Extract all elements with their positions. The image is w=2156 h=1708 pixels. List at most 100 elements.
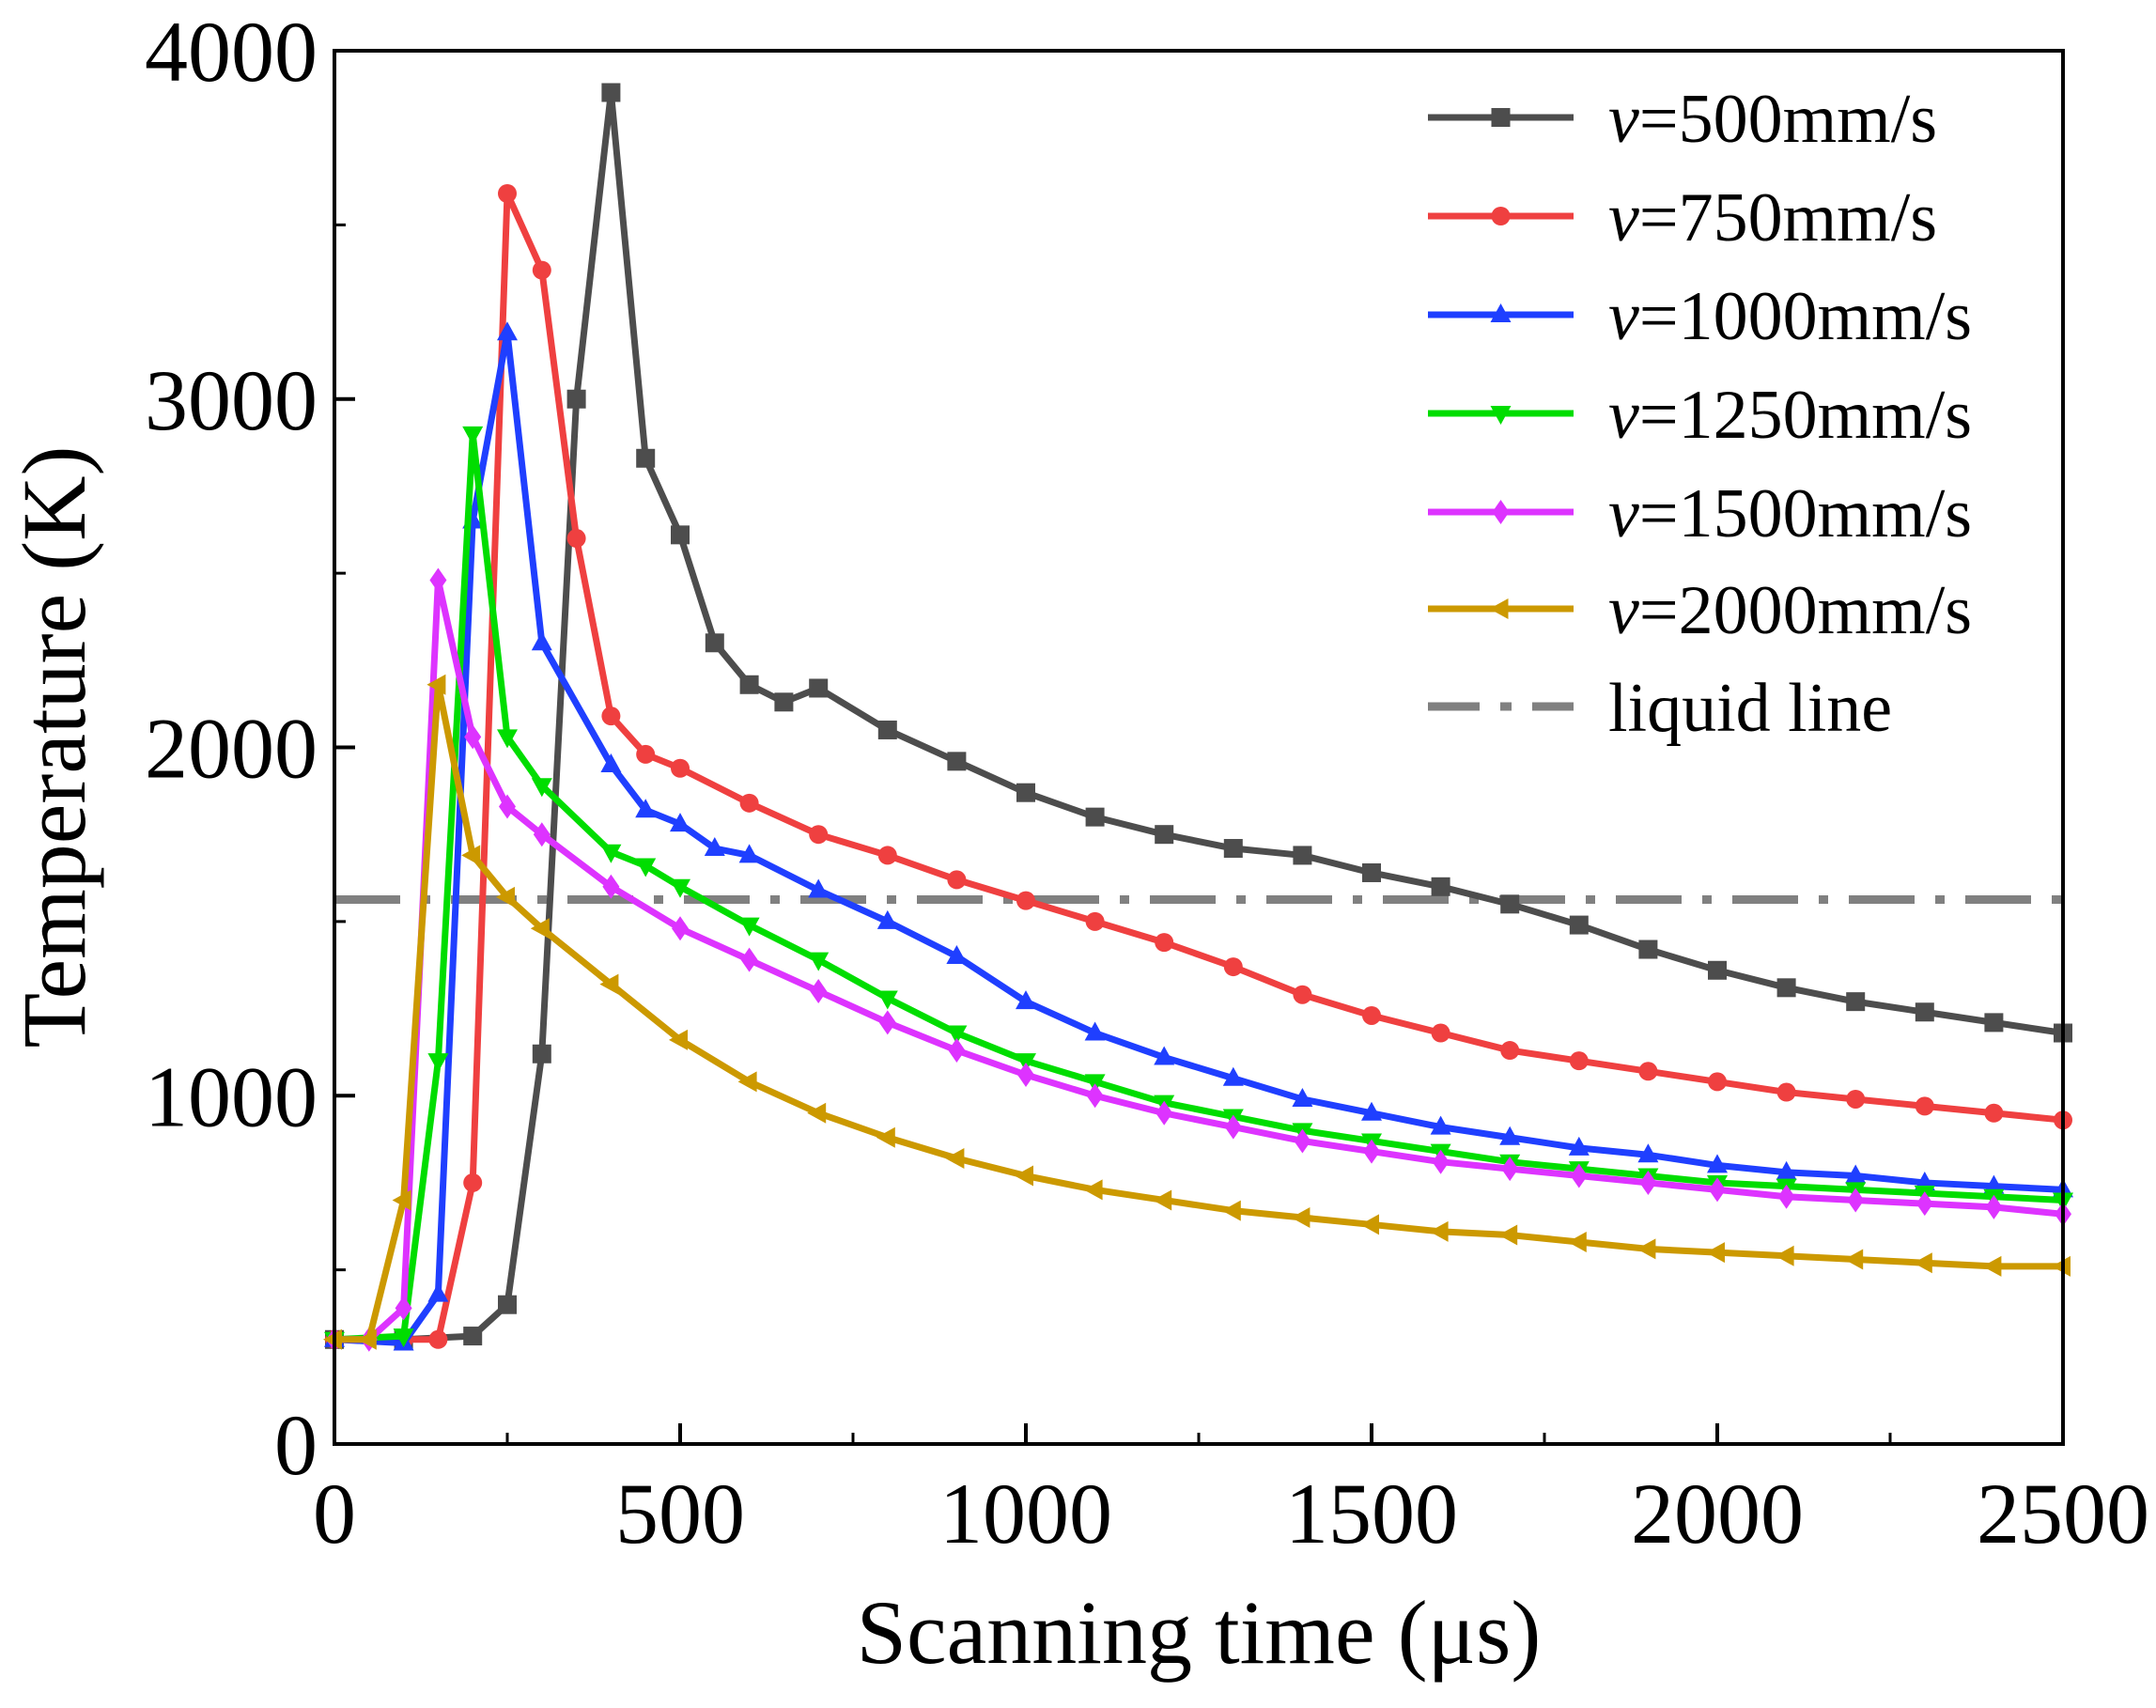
data-point xyxy=(1224,1114,1242,1140)
data-point xyxy=(463,1172,483,1192)
legend-label: v=750mm/s xyxy=(1608,179,1937,256)
data-point xyxy=(948,1038,966,1064)
data-point xyxy=(1491,207,1511,225)
data-point xyxy=(602,874,620,899)
x-tick-label: 1500 xyxy=(1285,1466,1458,1561)
data-point xyxy=(774,692,794,712)
data-point xyxy=(357,1328,377,1350)
data-point xyxy=(878,1010,896,1035)
data-point xyxy=(1916,1191,1933,1217)
data-point xyxy=(600,753,622,773)
series-line xyxy=(333,329,2064,1346)
data-point xyxy=(808,952,830,971)
data-point xyxy=(1708,1072,1727,1092)
data-point xyxy=(1776,1082,1796,1102)
data-point xyxy=(531,778,552,798)
data-point xyxy=(737,1071,757,1093)
data-point xyxy=(945,1147,965,1169)
data-point xyxy=(1430,1115,1451,1135)
data-point xyxy=(1016,990,1036,1010)
data-point xyxy=(1639,1170,1657,1195)
data-point xyxy=(636,448,656,468)
data-point xyxy=(599,973,619,995)
data-point xyxy=(1490,406,1512,425)
data-point xyxy=(1155,825,1174,845)
data-point xyxy=(670,813,690,832)
series-line xyxy=(334,190,2064,1343)
y-axis-title: Temperature (K) xyxy=(4,446,104,1048)
data-point xyxy=(461,845,481,866)
data-point xyxy=(1016,891,1035,910)
x-tick-label: 2500 xyxy=(1977,1466,2149,1561)
data-point xyxy=(1490,303,1512,322)
series-2000 xyxy=(323,674,2071,1350)
data-point xyxy=(1915,1096,1934,1116)
data-point xyxy=(499,794,516,819)
legend-item: v=1000mm/s xyxy=(1428,278,1972,355)
data-point xyxy=(877,720,897,739)
data-point xyxy=(427,674,446,695)
data-point xyxy=(876,990,898,1010)
data-point xyxy=(1223,957,1243,977)
legend-label: v=1250mm/s xyxy=(1608,377,1972,454)
data-point xyxy=(946,1025,968,1045)
data-point xyxy=(810,979,828,1004)
y-tick-label: 4000 xyxy=(145,4,318,100)
data-point xyxy=(1982,1255,2002,1277)
data-point xyxy=(807,1102,827,1124)
data-point xyxy=(946,944,968,964)
data-point xyxy=(705,633,724,653)
y-tick-label: 2000 xyxy=(145,701,318,797)
data-point xyxy=(739,793,759,813)
data-point xyxy=(462,426,484,445)
data-point xyxy=(1845,1164,1867,1184)
data-point xyxy=(498,1295,517,1314)
data-point xyxy=(1638,939,1658,959)
data-point xyxy=(530,918,550,939)
data-point xyxy=(532,260,551,280)
data-point xyxy=(1085,807,1105,827)
data-point xyxy=(1432,1149,1450,1174)
axis-ticks: 0 500 1000 1500 2000 2500 0 1000 2000 3000 4000 xyxy=(145,4,2149,1561)
data-point xyxy=(1291,1207,1311,1229)
data-point xyxy=(1498,1224,1518,1246)
data-point xyxy=(531,631,552,651)
data-point xyxy=(1015,1165,1033,1187)
y-tick-label: 3000 xyxy=(145,352,318,448)
legend-item: v=750mm/s xyxy=(1428,179,1937,256)
legend-label: v=1000mm/s xyxy=(1608,278,1972,355)
data-point xyxy=(1501,1157,1519,1182)
data-point xyxy=(740,947,758,972)
data-point xyxy=(671,525,690,545)
data-point xyxy=(1984,1013,2004,1033)
legend-item: v=1250mm/s xyxy=(1428,377,1972,454)
data-point xyxy=(1568,1136,1590,1156)
data-point xyxy=(877,846,897,865)
data-point xyxy=(809,825,829,845)
data-point xyxy=(1638,1062,1658,1081)
data-point xyxy=(947,870,967,890)
data-point xyxy=(1914,1171,1935,1190)
data-point xyxy=(395,1296,412,1321)
data-point xyxy=(1016,783,1035,802)
data-point xyxy=(1776,978,1796,998)
data-point xyxy=(1429,1220,1449,1242)
data-point xyxy=(1637,1143,1659,1163)
data-point xyxy=(1153,1189,1172,1211)
data-point xyxy=(669,1029,688,1050)
data-point xyxy=(1362,862,1381,882)
data-point xyxy=(1293,985,1312,1004)
data-point xyxy=(1570,1163,1588,1188)
data-point xyxy=(808,878,830,898)
legend-label: v=500mm/s xyxy=(1608,81,1937,158)
data-point xyxy=(463,1327,483,1346)
data-point xyxy=(1491,108,1511,127)
data-point xyxy=(1156,1100,1173,1126)
data-point xyxy=(1086,1083,1104,1109)
data-point xyxy=(1983,1174,2005,1194)
data-point xyxy=(1844,1249,1864,1270)
x-tick-label: 1000 xyxy=(939,1466,1112,1561)
data-point xyxy=(1500,894,1520,914)
series-1250 xyxy=(324,426,2073,1351)
